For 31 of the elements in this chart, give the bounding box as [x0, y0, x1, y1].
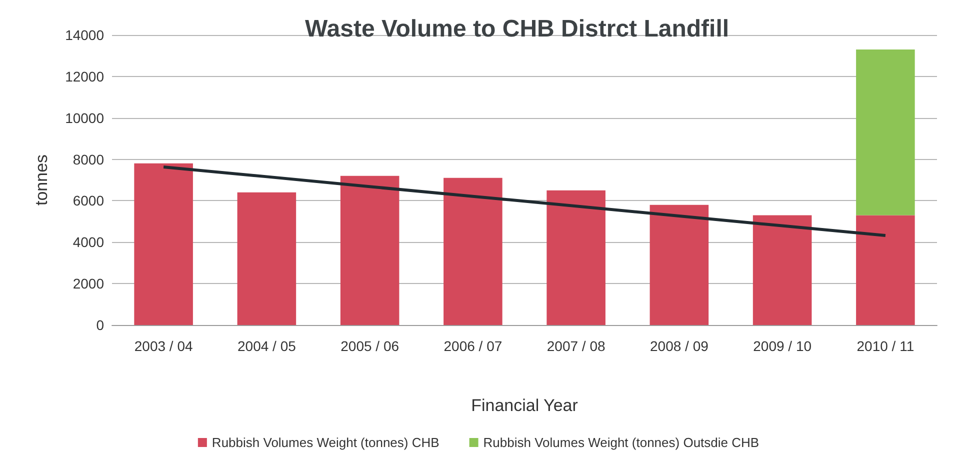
- y-tick-label: 10000: [65, 110, 104, 126]
- bar: [340, 176, 400, 325]
- y-tick-label: 14000: [65, 27, 104, 43]
- x-tick-label: 2007 / 08: [546, 338, 606, 354]
- x-tick-label: 2008 / 09: [650, 338, 709, 354]
- legend-label: Rubbish Volumes Weight (tonnes) Outsdie CHB: [483, 435, 760, 450]
- y-tick-label: 2000: [72, 276, 104, 292]
- x-tick-label: 2010 / 11: [856, 338, 914, 354]
- y-tick-label: 6000: [72, 192, 104, 209]
- line-series: [162, 165, 887, 238]
- x-tick-label: 2004 / 05: [237, 338, 296, 354]
- bar: [444, 178, 502, 325]
- y-axis-title: tonnes: [32, 154, 51, 206]
- x-axis-title: Financial Year: [471, 396, 578, 415]
- y-tick-label: 12000: [65, 68, 104, 84]
- y-tick-label: 8000: [72, 151, 104, 168]
- y-tick-label: 4000: [72, 234, 104, 250]
- x-tick-label: 2005 / 06: [340, 338, 400, 354]
- bar: [546, 190, 606, 325]
- bar: [856, 50, 915, 216]
- bar: [856, 215, 915, 325]
- x-tick-label: 2006 / 07: [444, 338, 502, 354]
- bar: [237, 192, 296, 325]
- legend-label: Rubbish Volumes Weight (tonnes) CHB: [212, 435, 440, 450]
- x-tick-label: 2009 / 10: [753, 338, 812, 354]
- bar: [650, 204, 709, 325]
- bar: [134, 163, 193, 325]
- chart-title: Waste Volume to CHB Distrct Landfill: [305, 16, 730, 42]
- y-tick-label: 0: [96, 317, 104, 333]
- bar: [752, 215, 812, 325]
- x-tick-label: 2003 / 04: [134, 338, 193, 354]
